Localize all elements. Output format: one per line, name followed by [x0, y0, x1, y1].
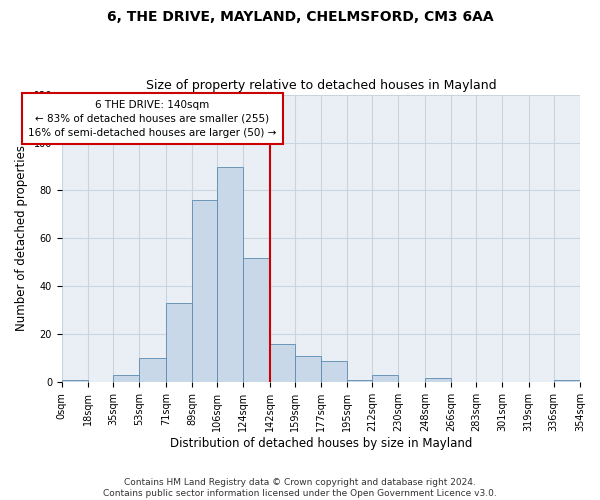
Bar [554, 380, 580, 382]
Bar [192, 200, 217, 382]
Bar [295, 356, 321, 382]
Bar [269, 344, 295, 383]
Bar [166, 303, 192, 382]
Bar [113, 375, 139, 382]
X-axis label: Distribution of detached houses by size in Mayland: Distribution of detached houses by size … [170, 437, 472, 450]
Bar [347, 380, 372, 382]
Text: 6, THE DRIVE, MAYLAND, CHELMSFORD, CM3 6AA: 6, THE DRIVE, MAYLAND, CHELMSFORD, CM3 6… [107, 10, 493, 24]
Bar [425, 378, 451, 382]
Text: Contains HM Land Registry data © Crown copyright and database right 2024.
Contai: Contains HM Land Registry data © Crown c… [103, 478, 497, 498]
Bar [244, 258, 269, 382]
Title: Size of property relative to detached houses in Mayland: Size of property relative to detached ho… [146, 79, 496, 92]
Bar [62, 380, 88, 382]
Bar [217, 166, 244, 382]
Bar [321, 361, 347, 382]
Text: 6 THE DRIVE: 140sqm
← 83% of detached houses are smaller (255)
16% of semi-detac: 6 THE DRIVE: 140sqm ← 83% of detached ho… [28, 100, 277, 138]
Bar [139, 358, 166, 382]
Y-axis label: Number of detached properties: Number of detached properties [15, 146, 28, 332]
Bar [372, 375, 398, 382]
